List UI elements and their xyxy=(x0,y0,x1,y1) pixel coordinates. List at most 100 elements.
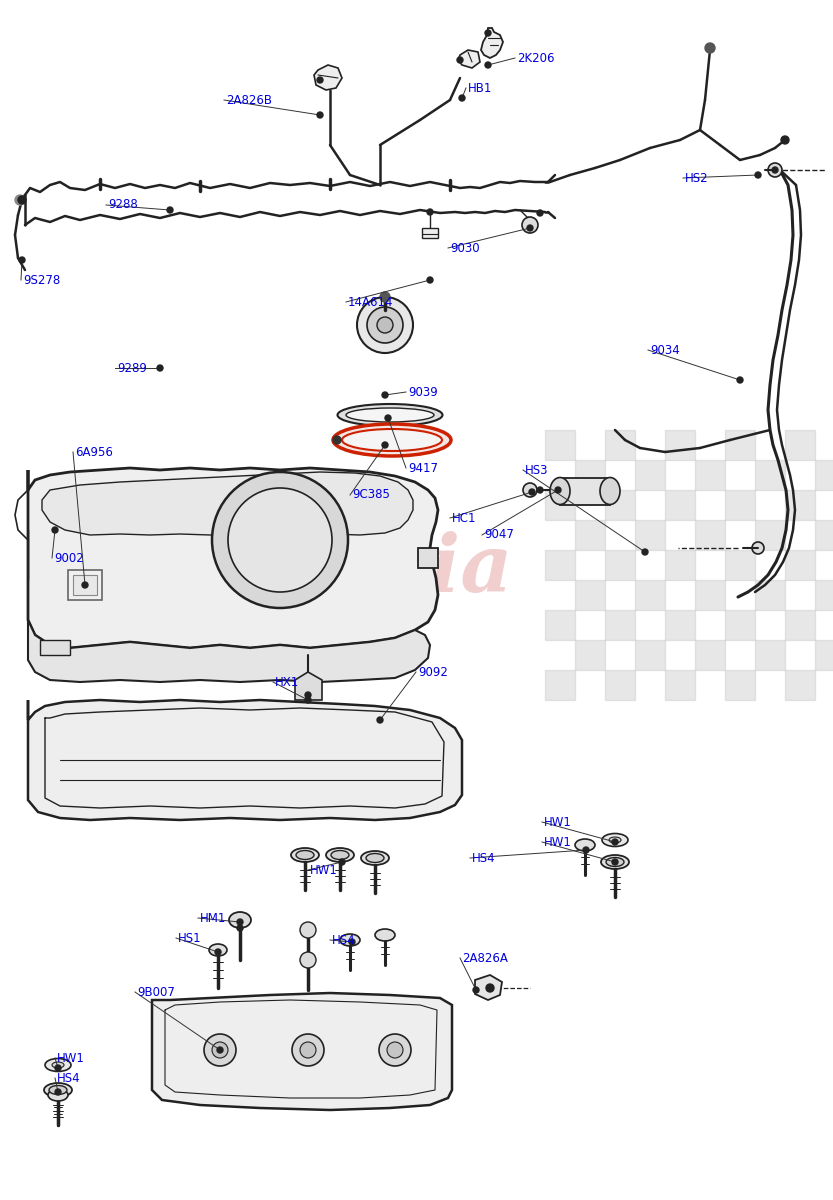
Bar xyxy=(605,610,635,640)
Polygon shape xyxy=(295,672,322,700)
Circle shape xyxy=(377,716,383,722)
Text: 9034: 9034 xyxy=(650,343,680,356)
Text: car parts: car parts xyxy=(220,600,320,620)
Text: 9S278: 9S278 xyxy=(23,274,60,287)
Circle shape xyxy=(18,196,26,204)
Text: 9417: 9417 xyxy=(408,462,438,474)
Circle shape xyxy=(382,442,388,448)
Bar xyxy=(725,550,755,580)
Circle shape xyxy=(772,167,778,173)
Polygon shape xyxy=(475,974,502,1000)
Ellipse shape xyxy=(45,1058,71,1072)
Ellipse shape xyxy=(361,851,389,865)
Bar xyxy=(635,640,665,670)
Bar xyxy=(725,670,755,700)
Text: 6A956: 6A956 xyxy=(75,445,113,458)
Circle shape xyxy=(529,490,535,494)
Bar xyxy=(665,430,695,460)
Circle shape xyxy=(217,1046,223,1054)
Ellipse shape xyxy=(229,912,251,928)
Circle shape xyxy=(317,77,323,83)
Circle shape xyxy=(212,472,348,608)
Bar xyxy=(785,490,815,520)
Text: HW1: HW1 xyxy=(57,1051,85,1064)
Text: HM1: HM1 xyxy=(200,912,227,924)
Bar xyxy=(605,490,635,520)
Bar xyxy=(695,640,725,670)
Bar xyxy=(575,460,605,490)
Text: HS3: HS3 xyxy=(525,463,548,476)
Text: 9288: 9288 xyxy=(108,198,137,211)
Bar xyxy=(785,430,815,460)
Polygon shape xyxy=(560,478,610,505)
Text: 9B007: 9B007 xyxy=(137,985,175,998)
Ellipse shape xyxy=(601,854,629,869)
Circle shape xyxy=(15,194,25,205)
Text: 9092: 9092 xyxy=(418,666,448,678)
Bar xyxy=(695,520,725,550)
Text: 2A826A: 2A826A xyxy=(462,952,508,965)
Bar xyxy=(755,640,785,670)
Circle shape xyxy=(755,172,761,178)
Bar xyxy=(725,430,755,460)
Text: HW1: HW1 xyxy=(310,864,338,876)
Circle shape xyxy=(459,95,465,101)
Ellipse shape xyxy=(326,848,354,862)
Bar xyxy=(695,580,725,610)
Circle shape xyxy=(300,952,316,968)
Bar xyxy=(635,580,665,610)
Ellipse shape xyxy=(346,408,434,422)
Circle shape xyxy=(349,938,355,946)
Circle shape xyxy=(237,925,243,931)
Bar xyxy=(755,580,785,610)
Circle shape xyxy=(167,206,173,214)
Polygon shape xyxy=(42,472,413,535)
Circle shape xyxy=(427,209,433,215)
Bar xyxy=(635,520,665,550)
Ellipse shape xyxy=(340,934,360,946)
Polygon shape xyxy=(40,640,70,655)
Polygon shape xyxy=(422,228,438,238)
Circle shape xyxy=(522,217,538,233)
Ellipse shape xyxy=(602,834,628,846)
Circle shape xyxy=(385,415,391,421)
Bar xyxy=(695,460,725,490)
Text: 9039: 9039 xyxy=(408,385,438,398)
Text: HW1: HW1 xyxy=(544,835,572,848)
Circle shape xyxy=(237,919,243,925)
Bar xyxy=(815,640,833,670)
Ellipse shape xyxy=(366,853,384,863)
Bar xyxy=(545,430,575,460)
Polygon shape xyxy=(152,994,452,1110)
Circle shape xyxy=(55,1066,61,1070)
Circle shape xyxy=(300,1042,316,1058)
Ellipse shape xyxy=(291,848,319,862)
Polygon shape xyxy=(28,700,462,820)
Circle shape xyxy=(527,226,533,230)
Circle shape xyxy=(737,377,743,383)
Ellipse shape xyxy=(337,404,442,426)
Text: HW1: HW1 xyxy=(544,816,572,828)
Polygon shape xyxy=(458,50,480,68)
Bar xyxy=(725,490,755,520)
Circle shape xyxy=(752,542,764,554)
Bar xyxy=(665,490,695,520)
Polygon shape xyxy=(73,575,97,595)
Circle shape xyxy=(555,487,561,493)
Text: HS4: HS4 xyxy=(57,1072,81,1085)
Ellipse shape xyxy=(606,858,624,866)
Circle shape xyxy=(212,1042,228,1058)
Polygon shape xyxy=(481,28,503,58)
Text: HS4: HS4 xyxy=(472,852,496,864)
Circle shape xyxy=(781,136,789,144)
Text: 9030: 9030 xyxy=(450,241,480,254)
Text: HS2: HS2 xyxy=(685,172,709,185)
Text: 9C385: 9C385 xyxy=(352,488,390,502)
Bar xyxy=(815,580,833,610)
Circle shape xyxy=(537,210,543,216)
Circle shape xyxy=(377,317,393,332)
Bar xyxy=(605,670,635,700)
Ellipse shape xyxy=(331,851,349,859)
Circle shape xyxy=(300,922,316,938)
Circle shape xyxy=(537,487,543,493)
